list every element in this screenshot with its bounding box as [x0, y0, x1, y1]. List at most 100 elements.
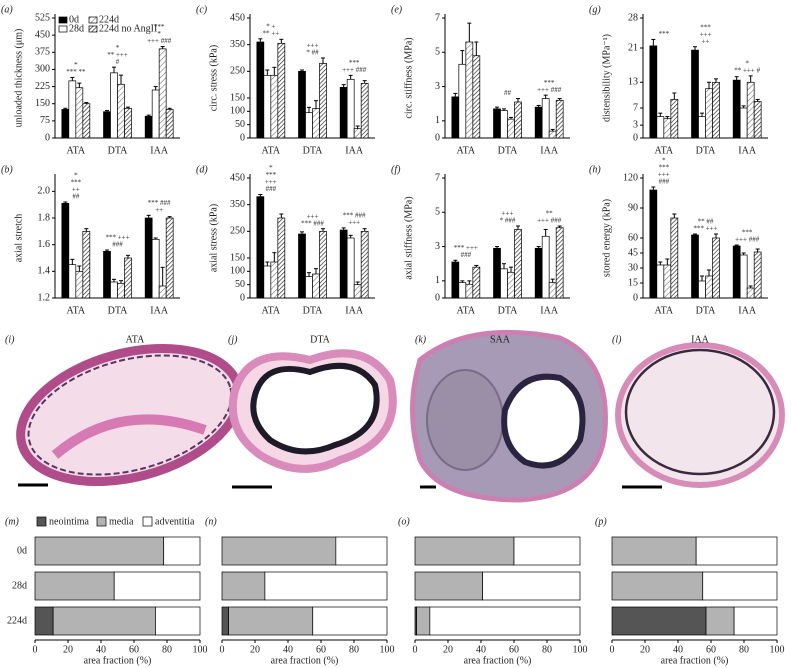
- y-tick-label: 0: [240, 132, 245, 143]
- x-axis-label: area fraction (%): [661, 655, 729, 666]
- panel-title: IAA: [691, 334, 710, 345]
- y-tick-label: 28: [628, 12, 638, 23]
- bar: [472, 55, 481, 139]
- bar: [305, 276, 313, 299]
- significance-marker: ##: [72, 193, 80, 201]
- bar: [732, 79, 741, 139]
- bar: [555, 227, 564, 299]
- x-tick-label: 80: [542, 644, 552, 655]
- bar: [739, 254, 748, 299]
- bar: [548, 282, 557, 299]
- significance-marker: ++: [72, 186, 80, 194]
- bar: [277, 217, 286, 299]
- panel-label: (p): [595, 516, 607, 527]
- bar-segment: [113, 571, 201, 601]
- y-tick-label: 7: [435, 12, 440, 23]
- significance-marker: +++ ###: [537, 217, 562, 225]
- panel-label: (l): [612, 334, 622, 345]
- significance-marker: *: [157, 30, 161, 38]
- x-tick-label: DTA: [696, 145, 717, 156]
- panel-label: (k): [415, 334, 427, 345]
- x-tick-label: DTA: [303, 305, 324, 316]
- bar: [346, 237, 355, 299]
- bar: [670, 217, 679, 299]
- x-tick-label: ATA: [655, 305, 674, 316]
- x-tick-label: ATA: [655, 145, 674, 156]
- legend-label: 224d no AngII: [99, 23, 157, 34]
- legend-label: adventitia: [155, 516, 195, 527]
- legend-label: 224d: [99, 14, 119, 25]
- bar: [691, 234, 699, 299]
- x-tick-label: DTA: [498, 305, 519, 316]
- significance-marker: #: [116, 58, 120, 66]
- x-tick-label: 20: [443, 644, 453, 655]
- legend-swatch: [88, 25, 98, 33]
- x-tick-label: DTA: [108, 145, 129, 156]
- bar-segment: [155, 606, 201, 636]
- bar: [110, 72, 118, 139]
- y-tick-label: 225: [35, 81, 50, 92]
- bar: [263, 74, 272, 139]
- y-tick-label: 224d: [7, 615, 27, 626]
- legend-label: 0d: [69, 14, 79, 25]
- x-tick-label: IAA: [150, 145, 169, 156]
- bar: [493, 247, 501, 299]
- significance-marker: ###: [112, 241, 123, 249]
- legend-swatch: [58, 16, 68, 24]
- significance-marker: *** +++: [693, 225, 717, 233]
- bar-segment: [34, 571, 115, 601]
- significance-marker: *** ###: [343, 211, 366, 219]
- y-tick-label: 250: [230, 226, 245, 237]
- bar-segment: [335, 536, 388, 566]
- bar: [103, 111, 111, 139]
- y-tick-label: 100: [230, 106, 245, 117]
- bar: [746, 81, 755, 139]
- bar: [500, 268, 508, 299]
- significance-marker: *** +++: [454, 244, 478, 252]
- bar: [691, 49, 699, 139]
- bar-segment: [611, 536, 697, 566]
- bar: [353, 284, 362, 299]
- significance-marker: *** ###: [301, 219, 324, 227]
- bar: [507, 118, 515, 139]
- y-tick-label: 0: [45, 132, 50, 143]
- bar-segment: [264, 571, 388, 601]
- bar: [270, 261, 279, 299]
- bar: [165, 109, 174, 139]
- bar: [277, 42, 286, 139]
- bar: [117, 282, 125, 299]
- bar-segment: [312, 606, 388, 636]
- y-tick-label: 250: [230, 66, 245, 77]
- bar: [68, 80, 77, 139]
- y-tick-label: 15: [628, 277, 638, 288]
- x-tick-label: 100: [380, 644, 395, 655]
- bar: [514, 101, 522, 139]
- bar: [698, 280, 706, 299]
- y-tick-label: 450: [35, 29, 50, 40]
- y-tick-label: 21: [628, 42, 638, 53]
- histology-image-iaa: [615, 342, 785, 489]
- y-tick-label: 7: [435, 172, 440, 183]
- bar: [360, 82, 369, 139]
- bar: [124, 257, 132, 299]
- bar: [753, 101, 762, 139]
- bar-segment: [163, 536, 201, 566]
- significance-marker: *: [74, 61, 78, 69]
- bar: [305, 112, 313, 139]
- significance-marker: +++: [502, 210, 514, 218]
- y-tick-label: 450: [230, 12, 245, 23]
- bar-segment: [705, 606, 735, 636]
- x-tick-label: IAA: [540, 305, 559, 316]
- x-tick-label: IAA: [738, 305, 757, 316]
- bar: [541, 98, 550, 139]
- y-tick-label: 28d: [12, 580, 27, 591]
- y-axis-label: circ. stiffness (MPa): [403, 37, 414, 118]
- significance-marker: ##: [504, 89, 512, 97]
- significance-marker: **: [546, 210, 554, 218]
- bar: [346, 78, 355, 139]
- y-tick-label: 300: [35, 64, 50, 75]
- bar: [75, 87, 84, 139]
- significance-marker: ++: [702, 37, 710, 45]
- x-tick-label: 40: [283, 644, 293, 655]
- significance-marker: ***: [544, 79, 555, 87]
